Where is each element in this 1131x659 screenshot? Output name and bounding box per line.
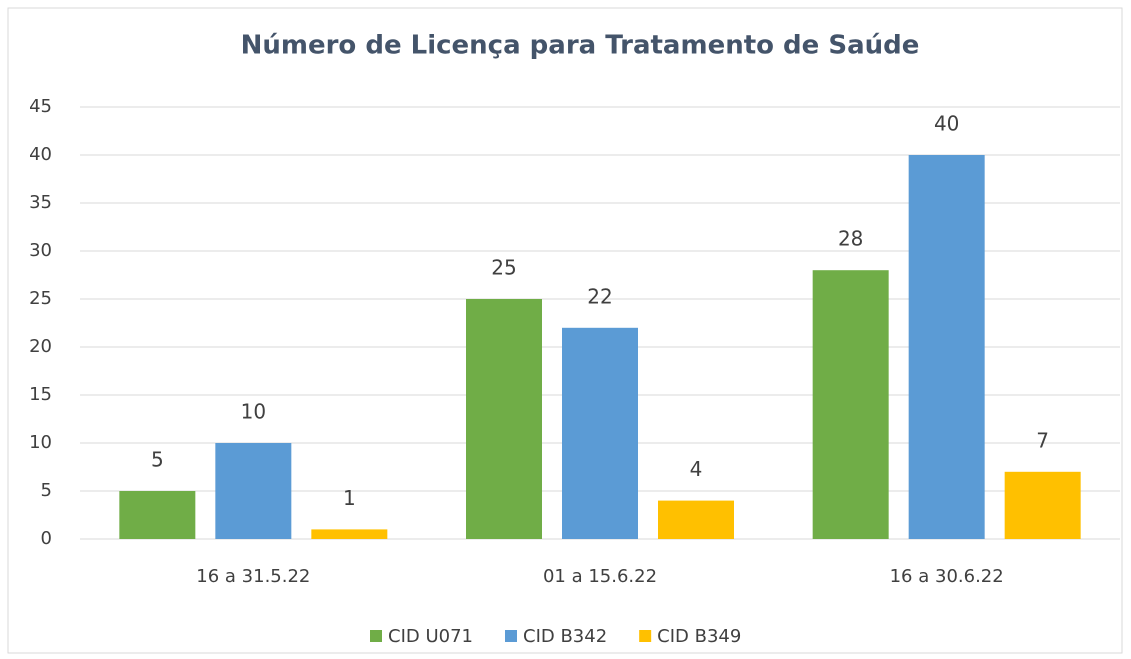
data-label: 25 bbox=[491, 256, 516, 280]
y-tick-label: 10 bbox=[29, 432, 52, 453]
x-tick-label: 16 a 30.6.22 bbox=[890, 566, 1004, 587]
bar bbox=[812, 270, 889, 539]
y-tick-label: 15 bbox=[29, 384, 52, 405]
data-label: 28 bbox=[838, 227, 863, 251]
y-tick-label: 45 bbox=[29, 96, 52, 117]
legend-swatch bbox=[370, 630, 382, 642]
y-tick-label: 25 bbox=[29, 288, 52, 309]
y-tick-label: 30 bbox=[29, 240, 52, 261]
legend-label: CID B342 bbox=[523, 626, 607, 647]
bar bbox=[562, 327, 638, 539]
data-label: 5 bbox=[151, 448, 164, 472]
legend-label: CID U071 bbox=[388, 626, 473, 647]
bar bbox=[466, 299, 542, 539]
y-tick-label: 5 bbox=[41, 480, 52, 501]
bar bbox=[1004, 471, 1081, 539]
bar bbox=[908, 155, 985, 539]
y-tick-label: 20 bbox=[29, 336, 52, 357]
bar bbox=[658, 500, 734, 539]
x-tick-label: 01 a 15.6.22 bbox=[543, 566, 657, 587]
data-label: 7 bbox=[1036, 428, 1049, 452]
bar bbox=[119, 491, 196, 539]
legend-label: CID B349 bbox=[657, 626, 741, 647]
y-tick-label: 40 bbox=[29, 144, 52, 165]
data-label: 40 bbox=[934, 112, 959, 136]
data-label: 22 bbox=[587, 284, 612, 308]
data-label: 10 bbox=[241, 400, 266, 424]
x-tick-label: 16 a 31.5.22 bbox=[196, 566, 310, 587]
chart-title: Número de Licença para Tratamento de Saú… bbox=[241, 31, 920, 61]
legend-swatch bbox=[505, 630, 517, 642]
y-tick-label: 0 bbox=[41, 528, 52, 549]
legend-swatch bbox=[639, 630, 652, 642]
data-label: 1 bbox=[343, 486, 356, 510]
data-label: 4 bbox=[690, 457, 703, 481]
bar bbox=[311, 529, 388, 539]
y-tick-label: 35 bbox=[29, 192, 52, 213]
bar bbox=[215, 443, 292, 539]
